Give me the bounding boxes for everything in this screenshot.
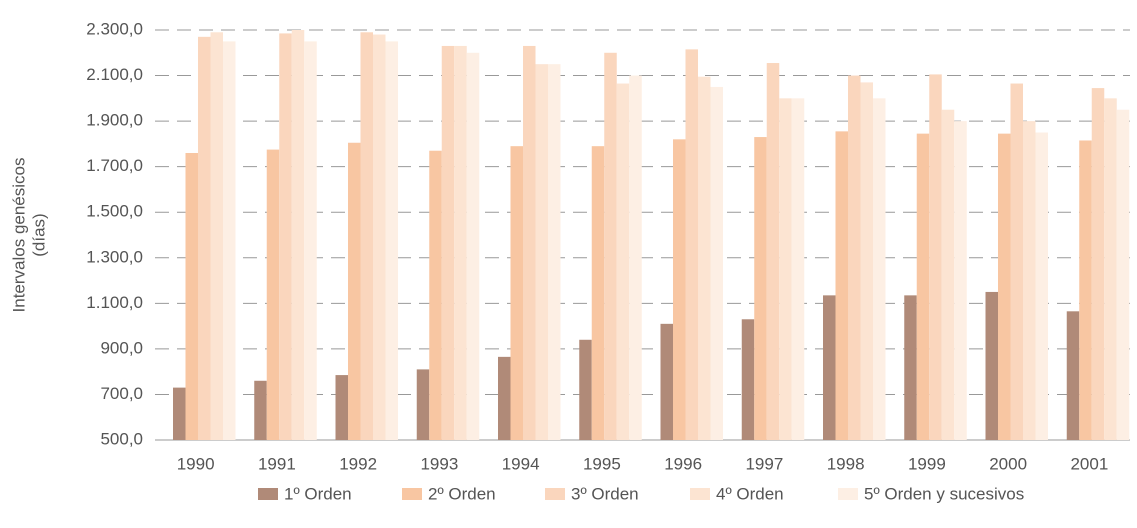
y-axis-label: (días) <box>29 213 48 256</box>
bar <box>754 137 767 441</box>
bar <box>1079 140 1092 440</box>
bar <box>616 83 630 441</box>
bar <box>173 387 186 440</box>
bar <box>673 139 686 441</box>
bar <box>210 32 223 441</box>
bar <box>1010 83 1023 441</box>
legend-label: 1º Orden <box>284 484 352 503</box>
bar <box>373 34 386 441</box>
legend-label: 5º Orden y sucesivos <box>864 484 1024 503</box>
bar <box>823 295 836 440</box>
legend-swatch <box>838 488 858 500</box>
bar <box>1091 88 1105 440</box>
y-tick-label: 500,0 <box>100 429 143 448</box>
bar <box>954 121 967 440</box>
bar <box>348 142 361 440</box>
bar <box>291 30 305 440</box>
bar <box>360 32 373 441</box>
x-tick-label: 1996 <box>664 454 702 473</box>
x-tick-label: 1994 <box>502 454 540 473</box>
bar <box>1104 98 1117 440</box>
bar <box>766 63 780 441</box>
bar <box>279 33 292 441</box>
bar <box>860 82 873 440</box>
bar <box>1066 311 1080 440</box>
bar <box>266 149 280 441</box>
y-axis-label: Intervalos genésicos <box>9 158 28 313</box>
bar <box>429 150 442 440</box>
bar <box>929 74 942 441</box>
bar <box>198 36 211 440</box>
legend-swatch <box>545 488 565 500</box>
bar <box>441 45 455 440</box>
bar <box>985 291 998 440</box>
bar <box>223 41 236 441</box>
y-tick-label: 1.100,0 <box>86 293 143 312</box>
x-tick-label: 1997 <box>745 454 783 473</box>
bar <box>710 86 723 440</box>
bar <box>1023 121 1036 440</box>
y-tick-label: 1.300,0 <box>86 247 143 266</box>
x-tick-label: 1991 <box>258 454 296 473</box>
bar <box>873 98 886 440</box>
x-tick-label: 1998 <box>827 454 865 473</box>
bar <box>791 98 805 440</box>
x-tick-label: 1992 <box>339 454 377 473</box>
x-tick-label: 1993 <box>420 454 458 473</box>
bar <box>1035 132 1048 440</box>
bar <box>685 49 698 440</box>
legend-swatch <box>690 488 710 500</box>
x-tick-label: 1995 <box>583 454 621 473</box>
bar <box>523 45 536 440</box>
bar <box>941 109 955 440</box>
bar <box>629 75 642 441</box>
bar <box>498 356 511 440</box>
bar <box>779 98 792 440</box>
bar <box>466 52 480 441</box>
x-tick-label: 1990 <box>177 454 215 473</box>
y-tick-label: 900,0 <box>100 338 143 357</box>
bar <box>304 41 317 441</box>
bar <box>848 75 861 441</box>
x-tick-label: 2001 <box>1070 454 1108 473</box>
legend-label: 3º Orden <box>571 484 639 503</box>
bar <box>579 339 592 440</box>
bar <box>254 380 267 440</box>
bar <box>535 64 548 441</box>
x-tick-label: 1999 <box>908 454 946 473</box>
bar <box>698 76 711 440</box>
bar <box>660 323 673 440</box>
legend-label: 4º Orden <box>716 484 784 503</box>
bar <box>548 64 561 441</box>
x-tick-label: 2000 <box>989 454 1027 473</box>
bar <box>916 133 930 440</box>
y-tick-label: 700,0 <box>100 384 143 403</box>
bar <box>510 146 523 440</box>
bar <box>835 131 848 440</box>
legend-swatch <box>402 488 422 500</box>
bar <box>185 153 198 440</box>
bar <box>591 146 605 440</box>
bar <box>335 375 348 440</box>
bar <box>454 45 467 440</box>
y-tick-label: 1.700,0 <box>86 156 143 175</box>
legend-swatch <box>258 488 278 500</box>
bar <box>904 295 917 440</box>
bar <box>385 41 398 441</box>
bar <box>741 319 755 440</box>
bar <box>604 52 617 441</box>
y-tick-label: 2.300,0 <box>86 19 143 38</box>
bar <box>416 369 430 440</box>
legend-label: 2º Orden <box>428 484 496 503</box>
y-tick-label: 1.900,0 <box>86 111 143 130</box>
bar <box>1116 109 1130 440</box>
y-tick-label: 2.100,0 <box>86 65 143 84</box>
bar <box>998 133 1011 440</box>
y-tick-label: 1.500,0 <box>86 202 143 221</box>
